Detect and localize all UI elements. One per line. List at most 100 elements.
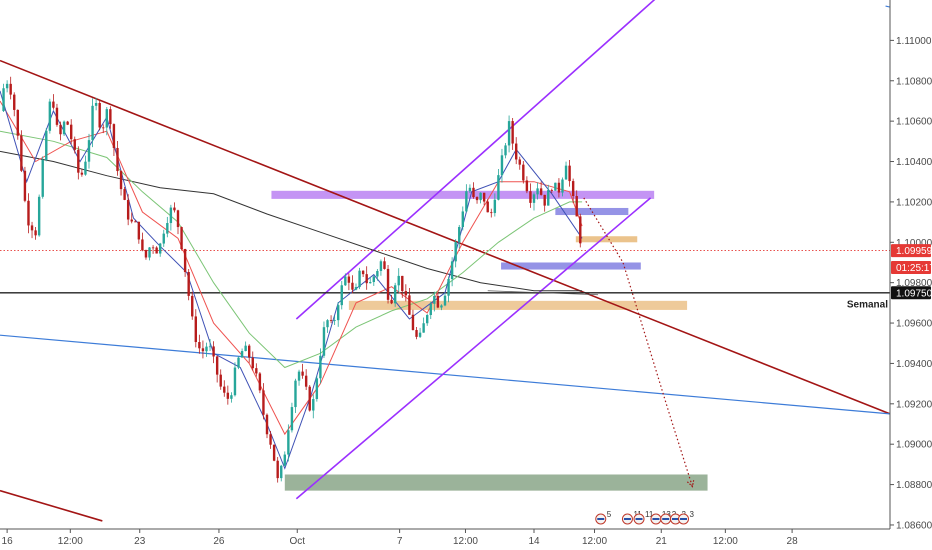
candle-body	[408, 295, 411, 315]
candle-body	[547, 190, 550, 206]
candle	[30, 221, 34, 239]
x-tick-label: 12:00	[582, 536, 607, 547]
price-tag: 1.09750	[891, 286, 932, 300]
candle-body	[294, 380, 297, 408]
candle-body	[223, 386, 226, 393]
candle-body	[45, 130, 48, 160]
trendline[interactable]	[487, 290, 599, 296]
flag-stripe	[623, 518, 631, 520]
candle	[94, 97, 98, 111]
candle-body	[529, 191, 532, 203]
candle	[215, 355, 219, 383]
candle	[166, 216, 169, 238]
candle-body	[176, 210, 180, 228]
candle	[390, 294, 393, 305]
event-marker[interactable]: 5	[595, 510, 612, 525]
candle-body	[248, 345, 251, 358]
y-tick-label: 1.08600	[896, 520, 932, 531]
candle-body	[486, 201, 489, 213]
zone-rect[interactable]	[348, 300, 688, 310]
candle-body	[134, 221, 137, 223]
trendline[interactable]	[0, 489, 103, 522]
candle-body	[198, 342, 201, 349]
candle	[433, 291, 436, 312]
candle	[262, 383, 265, 420]
price-tag: 01:25:17	[891, 261, 932, 275]
candle	[557, 178, 561, 198]
candle	[461, 206, 464, 231]
candle	[376, 269, 379, 281]
candle	[173, 202, 176, 213]
candle-body	[326, 320, 329, 328]
candle-body	[265, 414, 269, 435]
candle	[490, 208, 493, 218]
candle-body	[173, 207, 176, 211]
candle-body	[397, 275, 400, 286]
candle-body	[77, 149, 80, 173]
candle-body	[215, 356, 219, 375]
candle-body	[148, 247, 151, 258]
candle-body	[440, 305, 443, 308]
candle-body	[422, 323, 425, 333]
trendline[interactable]	[295, 0, 658, 320]
flag-stripe	[672, 518, 680, 520]
candle	[397, 268, 400, 293]
candle-body	[269, 434, 272, 445]
candle	[312, 394, 315, 419]
zone-rect[interactable]	[284, 474, 708, 491]
candle	[361, 270, 365, 277]
candle-body	[564, 165, 568, 180]
candle	[37, 194, 41, 237]
candle-body	[315, 378, 319, 400]
candle-body	[55, 107, 59, 125]
zone-rect[interactable]	[555, 207, 629, 216]
candle-body	[166, 223, 169, 234]
candle	[568, 159, 571, 187]
candle	[532, 192, 536, 211]
candle	[465, 184, 468, 213]
flag-stripe	[635, 518, 643, 520]
candle	[91, 98, 94, 148]
candle-body	[468, 187, 472, 192]
candle-body	[141, 239, 144, 251]
zone-rect[interactable]	[575, 236, 638, 243]
candle	[500, 148, 504, 183]
candle	[340, 281, 343, 310]
candle	[575, 190, 578, 217]
candle-body	[322, 327, 326, 356]
projection-arrow[interactable]	[583, 197, 693, 487]
candle	[240, 348, 244, 358]
candle-body	[475, 197, 479, 201]
candle-body	[112, 124, 116, 148]
candle	[13, 92, 16, 117]
candle	[344, 273, 347, 286]
candle	[230, 392, 233, 403]
trendline[interactable]	[0, 334, 891, 415]
candle	[205, 342, 208, 357]
candle	[475, 196, 479, 204]
candle	[333, 315, 336, 325]
candle-body	[2, 88, 5, 112]
candle	[219, 369, 222, 390]
trendline[interactable]	[0, 59, 891, 415]
candle-body	[66, 121, 69, 125]
candle	[529, 183, 532, 208]
candle	[454, 239, 457, 268]
candle-body	[436, 295, 440, 308]
candle-body	[73, 139, 76, 150]
candle	[522, 161, 525, 184]
candle	[337, 301, 340, 327]
zone-rect[interactable]	[271, 190, 655, 199]
candle-body	[62, 121, 66, 135]
candle	[383, 257, 386, 270]
candle-body	[575, 196, 578, 217]
candle	[141, 232, 144, 252]
candle-body	[5, 83, 9, 89]
candle	[27, 193, 30, 234]
event-marker[interactable]: 3	[678, 510, 695, 525]
event-marker[interactable]: 11	[633, 510, 654, 525]
trendline[interactable]	[295, 197, 652, 500]
candle	[52, 94, 55, 110]
candle	[16, 109, 19, 140]
